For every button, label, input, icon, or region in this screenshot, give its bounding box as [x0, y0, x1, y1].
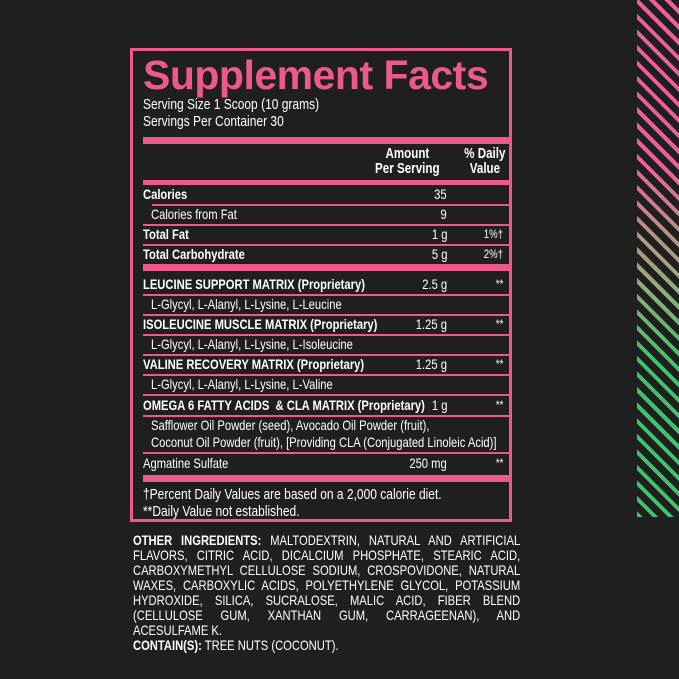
row-divider [143, 334, 510, 336]
matrix-contents-isoleucine: L-Glycyl, L-Alanyl, L-Lysine, L-Isoleuci… [151, 336, 353, 352]
row-divider [143, 294, 510, 296]
nutrient-row-total-fat: Total Fat 1 g 1%† [143, 226, 503, 242]
servings-per-container: Servings Per Container 30 [143, 113, 284, 130]
nutrient-row-calories: Calories 35 [143, 186, 447, 202]
matrix-row-omega6-cla: OMEGA 6 FATTY ACIDS & CLA MATRIX (Propri… [143, 397, 503, 413]
thick-divider [143, 475, 510, 482]
serving-size: Serving Size 1 Scoop (10 grams) [143, 96, 320, 113]
row-divider [143, 224, 510, 226]
row-divider [152, 204, 510, 206]
other-ingredients: OTHER INGREDIENTS: MALTODEXTRIN, NATURAL… [133, 532, 521, 653]
footnote-daily-values: †Percent Daily Values are based on a 2,0… [143, 486, 442, 503]
matrix-row-leucine: LEUCINE SUPPORT MATRIX (Proprietary) 2.5 … [143, 276, 503, 292]
matrix-contents-omega6-cla: Safflower Oil Powder (seed), Avocado Oil… [151, 417, 430, 433]
row-divider [143, 314, 510, 316]
daily-value-header: % Daily Value [464, 146, 506, 177]
nutrient-row-total-carbohydrate: Total Carbohydrate 5 g 2%† [143, 246, 503, 262]
row-divider [143, 374, 510, 376]
matrix-row-valine: VALINE RECOVERY MATRIX (Proprietary) 1.25… [143, 356, 503, 372]
row-divider [143, 394, 510, 396]
amount-header: Amount Per Serving [374, 146, 440, 177]
panel-title: Supplement Facts [143, 52, 489, 98]
matrix-contents-valine: L-Glycyl, L-Alanyl, L-Lysine, L-Valine [151, 376, 333, 392]
ingredient-row-agmatine: Agmatine Sulfate 250 mg ** [143, 455, 503, 471]
matrix-contents-leucine: L-Glycyl, L-Alanyl, L-Lysine, L-Leucine [151, 296, 342, 312]
decorative-stripes [637, 0, 679, 517]
thick-divider [143, 137, 510, 144]
row-divider [143, 452, 510, 454]
supplement-facts-panel [130, 48, 512, 522]
row-divider [143, 354, 510, 356]
row-divider [143, 244, 510, 246]
row-divider [143, 415, 510, 417]
medium-divider [143, 180, 510, 185]
matrix-contents-omega6-cla-2: Coconut Oil Powder (fruit), [Providing C… [151, 434, 497, 450]
thick-divider [143, 264, 510, 271]
footnote-not-established: **Daily Value not established. [143, 503, 300, 520]
nutrient-row-calories-from-fat: Calories from Fat 9 [151, 206, 447, 222]
matrix-row-isoleucine: ISOLEUCINE MUSCLE MATRIX (Proprietary) 1.… [143, 316, 503, 332]
